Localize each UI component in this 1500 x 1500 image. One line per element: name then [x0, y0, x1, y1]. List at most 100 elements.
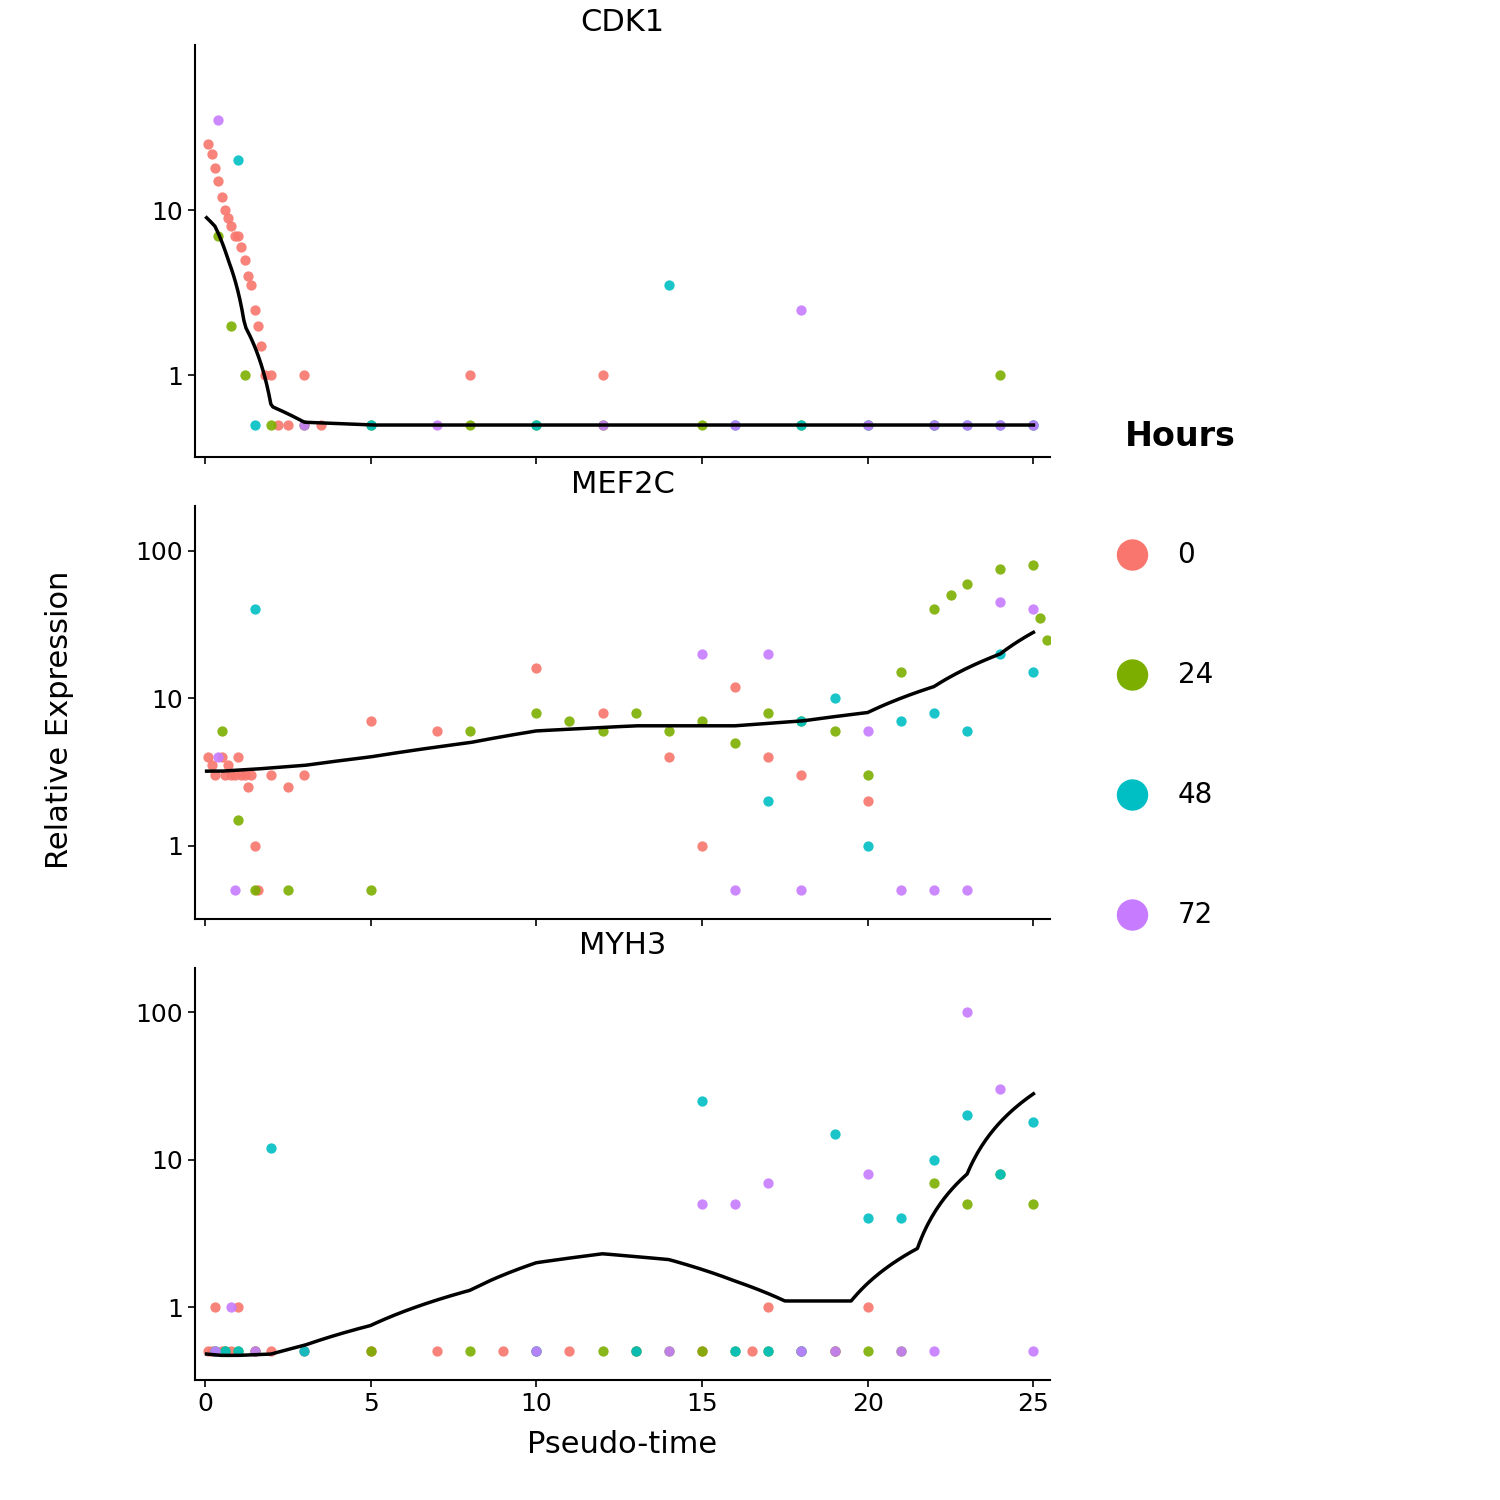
Point — [756, 746, 780, 770]
Point — [202, 1294, 226, 1318]
Point — [243, 834, 267, 858]
Point — [723, 878, 747, 902]
Point — [202, 764, 226, 788]
Point — [224, 878, 248, 902]
Point — [690, 642, 714, 666]
Point — [591, 1340, 615, 1364]
Point — [939, 584, 963, 608]
Point — [624, 1340, 648, 1364]
Point — [292, 1340, 316, 1364]
Point — [1022, 554, 1046, 578]
Point — [243, 297, 267, 321]
Point — [657, 746, 681, 770]
Point — [1035, 627, 1059, 651]
Text: Hours: Hours — [1125, 420, 1236, 453]
Point — [232, 363, 256, 387]
Point — [855, 789, 879, 813]
Point — [988, 1077, 1012, 1101]
Point — [243, 1340, 267, 1364]
Point — [988, 363, 1012, 387]
Point — [1022, 1110, 1046, 1134]
Point — [1028, 606, 1051, 630]
Title: CDK1: CDK1 — [580, 8, 664, 38]
Point — [624, 1340, 648, 1364]
Point — [525, 413, 549, 436]
Point — [558, 1340, 582, 1364]
Point — [236, 776, 260, 800]
Point — [855, 1340, 879, 1364]
Point — [202, 1340, 226, 1364]
Point — [723, 730, 747, 754]
Point — [855, 764, 879, 788]
Point — [243, 413, 267, 436]
Point — [1022, 1192, 1046, 1216]
Point — [226, 746, 251, 770]
Point — [591, 718, 615, 742]
Point — [210, 746, 234, 770]
Point — [922, 413, 946, 436]
Point — [956, 413, 980, 436]
Point — [890, 710, 914, 734]
Point — [276, 776, 300, 800]
Point — [358, 1340, 382, 1364]
Point — [922, 1340, 946, 1364]
Point — [246, 314, 270, 338]
Point — [1022, 660, 1046, 684]
Point — [657, 718, 681, 742]
Point — [922, 700, 946, 724]
Point — [822, 1340, 846, 1364]
Point — [358, 413, 382, 436]
Point — [922, 413, 946, 436]
Point — [657, 1340, 681, 1364]
Point — [855, 413, 879, 436]
Point — [690, 710, 714, 734]
Text: 72: 72 — [1178, 902, 1212, 928]
Point — [196, 132, 220, 156]
Point — [252, 363, 276, 387]
Point — [956, 572, 980, 596]
Point — [723, 675, 747, 699]
Point — [756, 1170, 780, 1194]
Point — [756, 1294, 780, 1318]
Point — [789, 413, 813, 436]
Point — [292, 413, 316, 436]
Point — [260, 1340, 284, 1364]
Point — [230, 236, 254, 260]
Point — [789, 297, 813, 321]
Point — [196, 1340, 220, 1364]
Point — [230, 764, 254, 788]
Point — [206, 170, 230, 194]
Point — [200, 1340, 223, 1364]
Point — [196, 746, 220, 770]
Point — [232, 248, 256, 272]
Point — [226, 1294, 251, 1318]
Point — [236, 264, 260, 288]
Point — [756, 789, 780, 813]
Point — [740, 1340, 764, 1364]
Point — [232, 764, 256, 788]
Point — [591, 363, 615, 387]
Point — [558, 710, 582, 734]
Point — [822, 1340, 846, 1364]
Point — [789, 710, 813, 734]
Point — [200, 753, 223, 777]
Point — [202, 156, 226, 180]
Point — [956, 1192, 980, 1216]
Point — [591, 413, 615, 436]
Point — [216, 206, 240, 230]
Point — [890, 660, 914, 684]
Title: MYH3: MYH3 — [579, 932, 666, 960]
Point — [988, 413, 1012, 436]
Point — [358, 1340, 382, 1364]
Point — [219, 1340, 243, 1364]
Point — [206, 224, 230, 248]
Point — [525, 700, 549, 724]
Point — [822, 1122, 846, 1146]
Text: 48: 48 — [1178, 782, 1212, 808]
Point — [756, 642, 780, 666]
Title: MEF2C: MEF2C — [570, 470, 675, 498]
Point — [789, 1340, 813, 1364]
Point — [690, 1340, 714, 1364]
Point — [226, 1340, 251, 1364]
Point — [723, 1192, 747, 1216]
